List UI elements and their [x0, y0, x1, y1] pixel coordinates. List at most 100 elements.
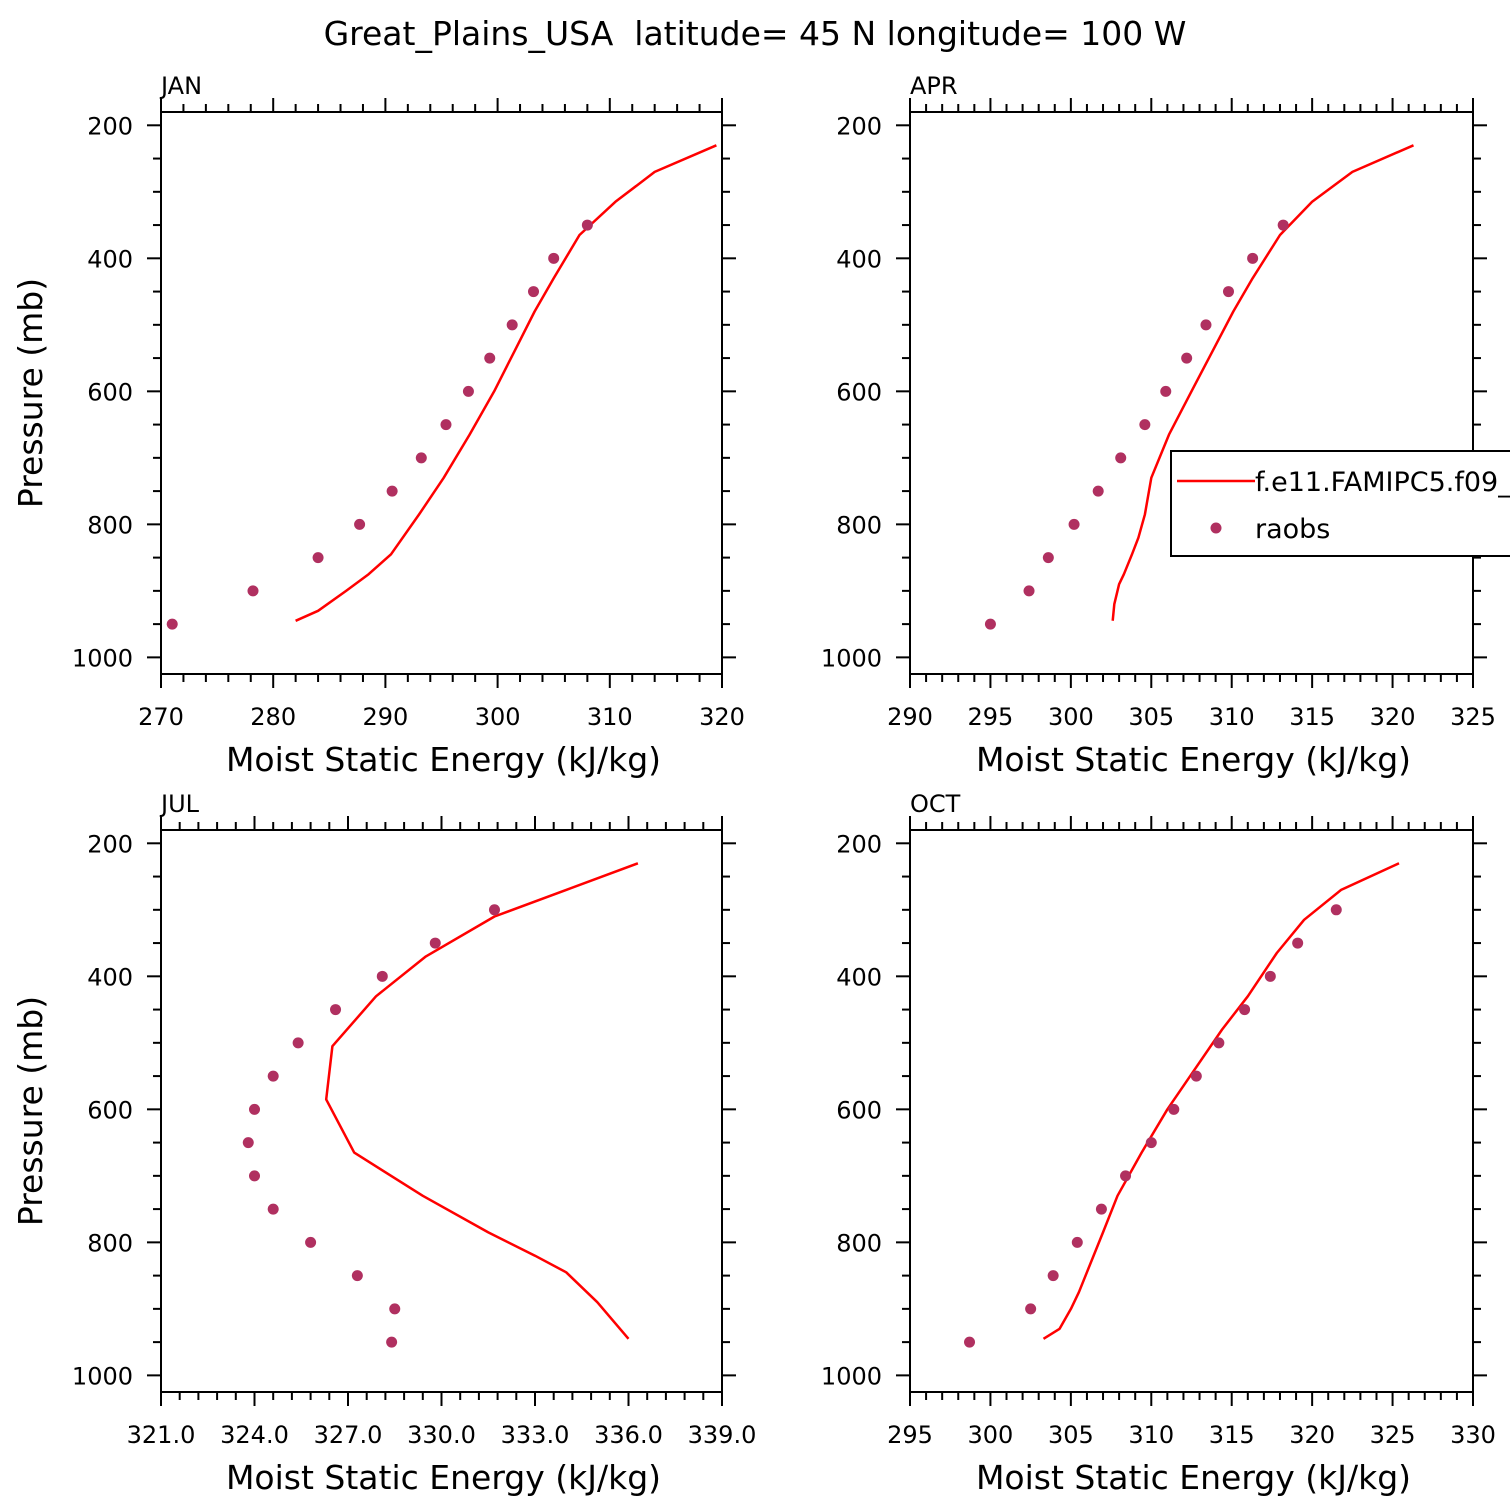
x-tick-label: 300: [968, 1421, 1014, 1449]
panel-label: JUL: [159, 790, 200, 818]
x-tick-label: 290: [887, 703, 933, 731]
y-tick-label: 400: [87, 963, 133, 991]
y-tick-label: 1000: [72, 644, 133, 672]
obs-point: [1025, 1303, 1037, 1315]
obs-point: [1247, 252, 1259, 264]
obs-point: [351, 1270, 363, 1282]
obs-point: [1168, 1103, 1180, 1115]
y-tick-label: 400: [836, 963, 882, 991]
obs-point: [1071, 1236, 1083, 1248]
x-tick-label: 320: [1370, 703, 1416, 731]
x-tick-label: 300: [1048, 703, 1094, 731]
y-axis-label: Pressure (mb): [11, 996, 50, 1226]
x-tick-label: 327.0: [314, 1421, 383, 1449]
obs-point: [354, 518, 366, 530]
panel-label: APR: [910, 72, 958, 100]
y-tick-label: 600: [87, 1096, 133, 1124]
obs-point: [1068, 518, 1080, 530]
x-tick-label: 310: [1128, 1421, 1174, 1449]
model-series-line: [1111, 144, 1414, 621]
y-tick-label: 200: [87, 830, 133, 858]
plot-frame: [160, 829, 723, 1393]
obs-point: [1095, 1203, 1107, 1215]
x-tick-label: 333.0: [501, 1421, 570, 1449]
x-axis-label: Moist Static Energy (kJ/kg): [976, 740, 1411, 779]
y-tick-label: 600: [87, 378, 133, 406]
obs-point: [1042, 552, 1054, 564]
obs-point: [415, 452, 427, 464]
obs-point: [1181, 352, 1193, 364]
model-series-line: [295, 144, 717, 622]
x-axis-label: Moist Static Energy (kJ/kg): [976, 1458, 1411, 1497]
y-tick-label: 400: [87, 245, 133, 273]
obs-point: [242, 1137, 254, 1149]
obs-point: [267, 1203, 279, 1215]
legend-box: [1170, 450, 1510, 557]
obs-point: [506, 319, 518, 331]
obs-point: [1190, 1070, 1202, 1082]
obs-point: [305, 1236, 317, 1248]
x-tick-label: 325: [1370, 1421, 1416, 1449]
x-tick-label: 290: [362, 703, 408, 731]
x-axis-label: Moist Static Energy (kJ/kg): [226, 740, 661, 779]
x-tick-label: 325: [1450, 703, 1496, 731]
plot-frame: [909, 111, 1474, 675]
panel-jul: JUL 321.0 324.0 327.0 330.0 333.0 336.0 339.0 20…: [11, 790, 756, 1497]
y-tick-label: 200: [87, 112, 133, 140]
x-tick-label: 280: [250, 703, 296, 731]
x-tick-label: 295: [968, 703, 1014, 731]
obs-point: [548, 252, 560, 264]
obs-point: [488, 904, 500, 916]
obs-point: [166, 618, 178, 630]
y-tick-label: 600: [836, 378, 882, 406]
obs-point: [528, 286, 540, 298]
panel-label: JAN: [159, 72, 202, 100]
obs-point: [249, 1170, 260, 1182]
obs-point: [386, 485, 398, 497]
y-tick-label: 1000: [821, 1362, 882, 1390]
x-tick-label: 330.0: [407, 1421, 476, 1449]
x-tick-label: 320: [699, 703, 745, 731]
legend: f.e11.FAMIPC5.f09_f09.AMIP.001raobs: [1170, 450, 1510, 557]
x-tick-label: 270: [138, 703, 184, 731]
x-tick-label: 310: [587, 703, 633, 731]
x-tick-label: 339.0: [688, 1421, 757, 1449]
x-tick-label: 330: [1450, 1421, 1496, 1449]
model-series-line: [1042, 862, 1400, 1340]
y-tick-label: 600: [836, 1096, 882, 1124]
obs-point: [1023, 585, 1035, 597]
obs-point: [429, 937, 441, 949]
obs-point: [330, 1004, 342, 1016]
obs-point: [267, 1070, 279, 1082]
obs-point: [462, 385, 474, 397]
obs-point: [386, 1336, 398, 1348]
panel-label: OCT: [910, 790, 961, 818]
obs-point: [312, 552, 324, 564]
legend-obs-label: raobs: [1255, 514, 1330, 545]
x-tick-label: 305: [1128, 703, 1174, 731]
model-series-line: [324, 862, 639, 1340]
x-tick-label: 321.0: [127, 1421, 196, 1449]
obs-point: [440, 419, 452, 431]
x-tick-label: 300: [475, 703, 521, 731]
y-tick-label: 200: [836, 830, 882, 858]
obs-point: [1264, 970, 1276, 982]
obs-point: [1160, 385, 1172, 397]
obs-point: [389, 1303, 401, 1315]
obs-point: [292, 1037, 304, 1049]
y-tick-label: 800: [87, 511, 133, 539]
obs-point: [484, 352, 496, 364]
y-tick-label: 800: [836, 511, 882, 539]
obs-point: [1277, 219, 1289, 231]
obs-point: [1139, 419, 1151, 431]
obs-point: [1213, 1037, 1225, 1049]
obs-point: [984, 618, 996, 630]
y-axis-label: Pressure (mb): [11, 278, 50, 508]
panel-apr: APR 290 295 300 305 310 315 320 325 200 400 600 800 1…: [821, 72, 1510, 779]
y-tick-label: 1000: [72, 1362, 133, 1390]
legend-obs-swatch: [1210, 522, 1222, 534]
obs-point: [1115, 452, 1127, 464]
x-tick-label: 320: [1289, 1421, 1335, 1449]
obs-point: [1092, 485, 1104, 497]
